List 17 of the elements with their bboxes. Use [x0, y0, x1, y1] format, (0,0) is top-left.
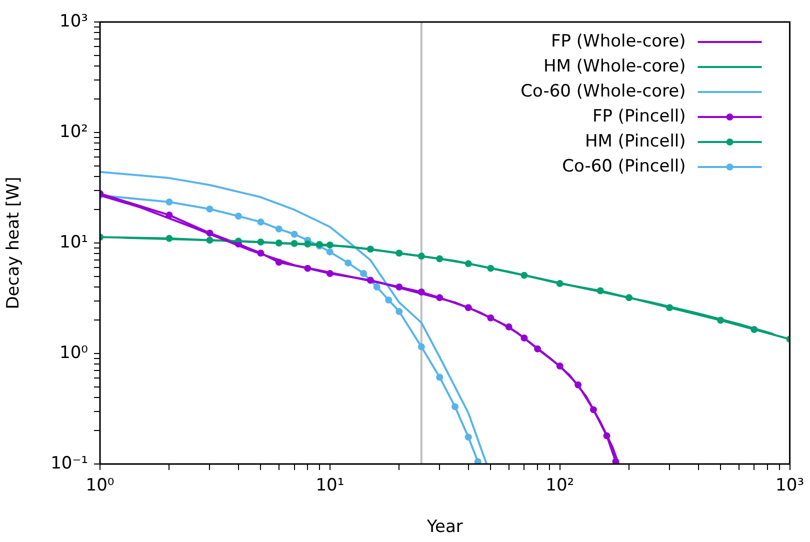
y-axis-title: Decay heat [W]	[4, 176, 24, 310]
x-tick-label: 10²	[546, 476, 574, 496]
x-tick-label: 10³	[776, 476, 804, 496]
legend-label: Co-60 (Pincell)	[562, 156, 686, 176]
x-tick-label: 10⁰	[86, 476, 114, 496]
y-tick-label: 10⁰	[60, 342, 88, 363]
legend-label: FP (Whole-core)	[550, 31, 686, 52]
y-tick-label: 10²	[60, 122, 88, 142]
x-axis-title: Year	[426, 517, 463, 538]
legend-label: Co-60 (Whole-core)	[520, 81, 686, 102]
legend-label: FP (Pincell)	[592, 106, 686, 126]
y-tick-label: 10⁻¹	[50, 453, 88, 474]
legend-label: HM (Pincell)	[585, 131, 686, 152]
legend-label: HM (Whole-core)	[544, 56, 686, 76]
y-tick-label: 10¹	[60, 232, 88, 252]
y-tick-label: 10³	[60, 11, 88, 32]
x-tick-label: 10¹	[316, 476, 344, 496]
